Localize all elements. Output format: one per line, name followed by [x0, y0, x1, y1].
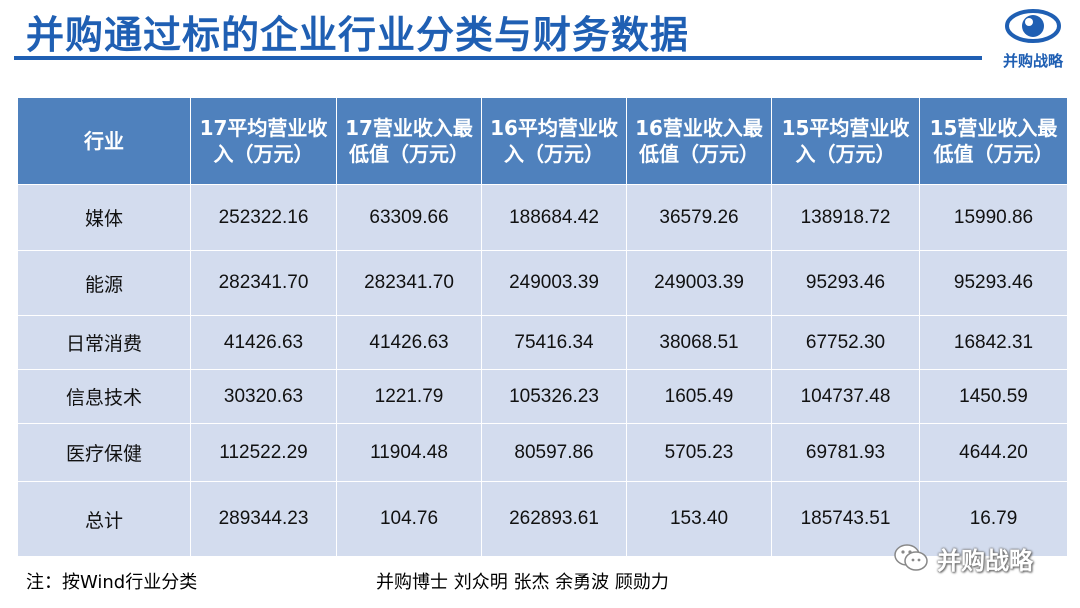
- value-cell: 262893.61: [481, 481, 627, 557]
- value-cell: 80597.86: [481, 423, 627, 482]
- value-cell: 185743.51: [771, 481, 920, 557]
- value-cell: 1450.59: [919, 369, 1068, 424]
- wechat-watermark: 并购战略: [893, 540, 1033, 576]
- value-cell: 63309.66: [336, 184, 482, 251]
- logo-text: 并购战略: [1002, 52, 1063, 70]
- brand-logo: 并购战略: [998, 8, 1068, 78]
- value-cell: 252322.16: [190, 184, 337, 251]
- value-cell: 5705.23: [626, 423, 772, 482]
- value-cell: 104737.48: [771, 369, 920, 424]
- table-row: 信息技术 30320.63 1221.79 105326.23 1605.49 …: [17, 369, 1068, 424]
- header-15-avg: 15平均营业收入（万元）: [771, 97, 920, 185]
- value-cell: 36579.26: [626, 184, 772, 251]
- value-cell: 41426.63: [190, 315, 337, 370]
- table-row: 日常消费 41426.63 41426.63 75416.34 38068.51…: [17, 315, 1068, 370]
- value-cell: 67752.30: [771, 315, 920, 370]
- value-cell: 30320.63: [190, 369, 337, 424]
- industry-cell: 媒体: [17, 184, 191, 251]
- value-cell: 138918.72: [771, 184, 920, 251]
- header-industry: 行业: [17, 97, 191, 185]
- table-row: 能源 282341.70 282341.70 249003.39 249003.…: [17, 250, 1068, 316]
- industry-cell: 能源: [17, 250, 191, 316]
- footnote: 注：按Wind行业分类: [26, 572, 198, 593]
- value-cell: 38068.51: [626, 315, 772, 370]
- wechat-icon: [894, 544, 928, 571]
- eye-icon: [1005, 9, 1061, 43]
- value-cell: 104.76: [336, 481, 482, 557]
- industry-cell: 信息技术: [17, 369, 191, 424]
- header-16-min: 16营业收入最低值（万元）: [626, 97, 772, 185]
- table-row: 总计 289344.23 104.76 262893.61 153.40 185…: [17, 481, 1068, 557]
- value-cell: 112522.29: [190, 423, 337, 482]
- value-cell: 105326.23: [481, 369, 627, 424]
- value-cell: 41426.63: [336, 315, 482, 370]
- value-cell: 282341.70: [336, 250, 482, 316]
- value-cell: 16.79: [919, 481, 1068, 557]
- financial-table: 行业 17平均营业收入（万元） 17营业收入最低值（万元） 16平均营业收入（万…: [17, 97, 1068, 557]
- industry-cell: 日常消费: [17, 315, 191, 370]
- value-cell: 289344.23: [190, 481, 337, 557]
- value-cell: 1221.79: [336, 369, 482, 424]
- table-row: 媒体 252322.16 63309.66 188684.42 36579.26…: [17, 184, 1068, 251]
- value-cell: 11904.48: [336, 423, 482, 482]
- value-cell: 15990.86: [919, 184, 1068, 251]
- table-header-row: 行业 17平均营业收入（万元） 17营业收入最低值（万元） 16平均营业收入（万…: [17, 97, 1068, 185]
- value-cell: 4644.20: [919, 423, 1068, 482]
- value-cell: 153.40: [626, 481, 772, 557]
- value-cell: 95293.46: [919, 250, 1068, 316]
- value-cell: 95293.46: [771, 250, 920, 316]
- header-17-min: 17营业收入最低值（万元）: [336, 97, 482, 185]
- value-cell: 249003.39: [626, 250, 772, 316]
- value-cell: 69781.93: [771, 423, 920, 482]
- value-cell: 16842.31: [919, 315, 1068, 370]
- table-row: 医疗保健 112522.29 11904.48 80597.86 5705.23…: [17, 423, 1068, 482]
- header-15-min: 15营业收入最低值（万元）: [919, 97, 1068, 185]
- value-cell: 282341.70: [190, 250, 337, 316]
- value-cell: 249003.39: [481, 250, 627, 316]
- watermark-text: 并购战略: [937, 546, 1033, 575]
- author-credits: 并购博士 刘众明 张杰 余勇波 顾勋力: [376, 572, 669, 593]
- value-cell: 1605.49: [626, 369, 772, 424]
- value-cell: 188684.42: [481, 184, 627, 251]
- value-cell: 75416.34: [481, 315, 627, 370]
- title-underline: [14, 56, 982, 60]
- page-title: 并购通过标的企业行业分类与财务数据: [26, 13, 690, 57]
- industry-cell: 总计: [17, 481, 191, 557]
- industry-cell: 医疗保健: [17, 423, 191, 482]
- header-16-avg: 16平均营业收入（万元）: [481, 97, 627, 185]
- header-17-avg: 17平均营业收入（万元）: [190, 97, 337, 185]
